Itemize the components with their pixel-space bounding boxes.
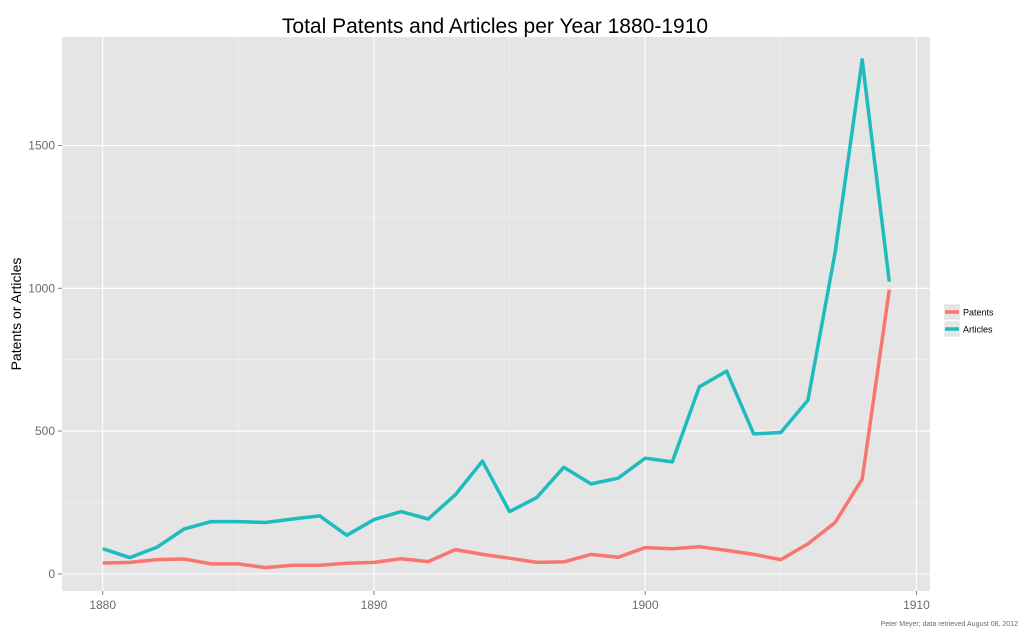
y-tick-label: 1500: [28, 139, 55, 153]
plot-panel: [62, 37, 930, 591]
legend-label: Patents: [963, 308, 994, 318]
x-tick-label: 1910: [903, 598, 930, 612]
x-tick-label: 1880: [89, 598, 116, 612]
y-tick-label: 0: [48, 567, 55, 581]
caption: Peter Meyer; data retrieved August 08, 2…: [881, 621, 1018, 628]
y-axis-ticks: 0 500 1000 1500: [28, 139, 62, 581]
x-axis-ticks: 1880 1890 1900 1910: [89, 591, 930, 612]
x-tick-label: 1890: [361, 598, 388, 612]
y-axis-label: Patents or Articles: [8, 258, 24, 371]
x-tick-label: 1900: [632, 598, 659, 612]
legend-label: Articles: [963, 325, 993, 335]
legend: Patents Articles: [944, 304, 994, 337]
y-tick-label: 500: [35, 424, 55, 438]
y-tick-label: 1000: [28, 281, 55, 295]
chart-title: Total Patents and Articles per Year 1880…: [282, 15, 708, 38]
